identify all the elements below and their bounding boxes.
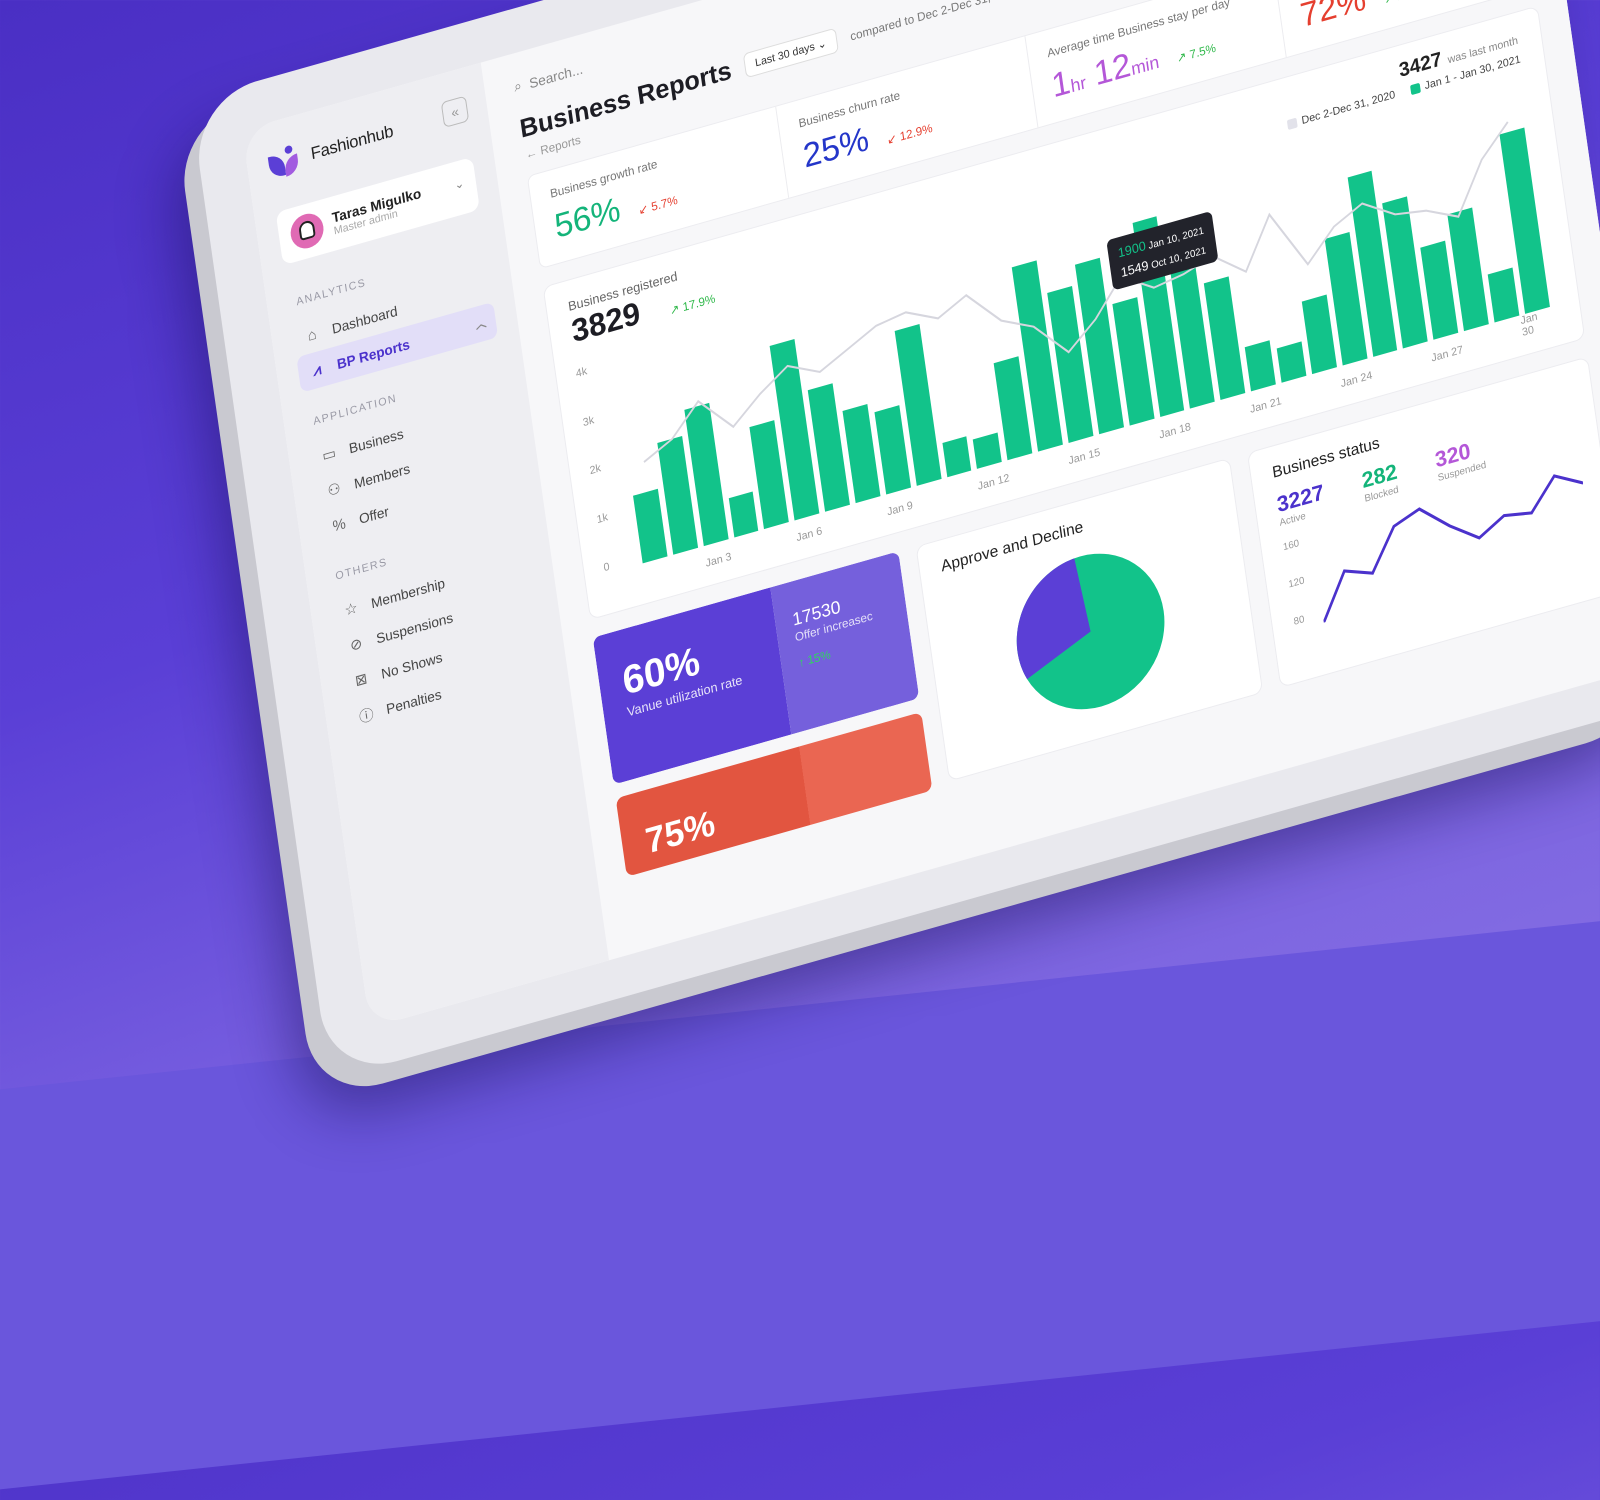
bar-chart[interactable]: 0 1k 2k 3k 4k Jan 3 Jan 6 Jan 9 Jan 12 Jan 15 Jan… <box>575 113 1550 574</box>
registered-delta: ↗ 17.9% <box>668 291 717 318</box>
y-tick: 2k <box>588 462 602 478</box>
status-suspended: 320 Suspended <box>1434 434 1488 484</box>
main-content: ⌕ Search... ⬇ Download ⎙ Print ▣ Save as <box>481 0 1600 960</box>
user-menu[interactable]: Taras Migulko Master admin ⌄ <box>275 156 480 266</box>
ban-icon: ⊘ <box>349 634 364 655</box>
x-tag-icon: ⊠ <box>354 670 369 691</box>
status-line-chart[interactable]: 160 120 80 <box>1282 459 1592 628</box>
approve-decline-card: Approve and Decline <box>915 457 1264 782</box>
sidebar-item-label: Members <box>353 460 411 492</box>
y-tick: 120 <box>1287 575 1306 591</box>
double-chevron-left-icon: « <box>450 102 460 121</box>
kpi-value: 25% <box>800 119 872 176</box>
x-tick: Jan 24 <box>1339 369 1374 391</box>
y-tick: 80 <box>1293 614 1306 628</box>
search-icon: ⌕ <box>512 76 523 95</box>
y-tick: 160 <box>1282 538 1300 554</box>
hours-unit: hr <box>1069 72 1088 97</box>
kpi-delta: ↙ 12.9% <box>886 120 934 148</box>
logo-icon <box>267 142 304 181</box>
comparison-line <box>615 113 1550 564</box>
home-icon: ⌂ <box>306 325 318 345</box>
tablet-mockup: Fashionhub « Taras Migulko Master admin … <box>0 0 1600 1200</box>
chevron-down-icon: ⌄ <box>453 175 466 193</box>
x-tick: Jan 18 <box>1158 420 1192 442</box>
x-tick: Jan 3 <box>704 550 733 570</box>
search-input[interactable]: Search... <box>528 60 584 91</box>
status-blocked: 282 Blocked <box>1360 459 1400 505</box>
sidebar-item-label: Business <box>347 425 405 457</box>
tablet-frame: Fashionhub « Taras Migulko Master admin … <box>190 0 1600 1080</box>
kpi-value: 56% <box>552 190 623 246</box>
minutes-unit: min <box>1129 51 1161 80</box>
search-bar[interactable]: ⌕ Search... <box>513 60 584 96</box>
chevron-up-icon[interactable]: ︿ <box>474 317 488 333</box>
app-screen: Fashionhub « Taras Migulko Master admin … <box>242 0 1600 1028</box>
status-active: 3227 Active <box>1275 479 1327 528</box>
minutes-value: 12 <box>1091 45 1134 94</box>
kpi-value: 72% <box>1297 0 1369 36</box>
business-registered-card: Business registered 3829 ↗ 17.9% 3427 was… <box>542 5 1586 621</box>
nav-group-others: OTHERS ☆ Membership ⊘ Suspensions ⊠ No S… <box>327 517 547 737</box>
kpi-delta: ↙ 5.7% <box>637 192 679 218</box>
bottom-row: 60% Vanue utilization rate 17530 Offer i… <box>592 356 1600 877</box>
chevron-down-icon: ⌄ <box>816 37 828 52</box>
date-range-value: Last 30 days <box>754 40 816 70</box>
active-trend-line <box>1322 474 1584 624</box>
x-tick: Jan 15 <box>1067 446 1101 468</box>
red-metric-value: 75% <box>642 801 718 862</box>
business-status-card: Business status 3227 Active 282 Blocked 32… <box>1246 356 1600 688</box>
y-tick: 3k <box>582 413 595 429</box>
x-tick: Jan 9 <box>886 499 914 519</box>
kpi-delta: ↗ 7.5% <box>1175 40 1217 66</box>
x-tick: Jan 27 <box>1430 343 1464 365</box>
pie-chart[interactable] <box>998 525 1184 738</box>
briefcase-icon: ▭ <box>321 444 338 465</box>
nav-group-analytics: ANALYTICS ⌂ Dashboard ⩘ BP Reports ︿ <box>288 243 499 393</box>
app-name: Fashionhub <box>309 121 395 164</box>
discount-icon: % <box>331 514 347 535</box>
alert-circle-icon: ⓘ <box>358 705 375 727</box>
sidebar-item-label: Offer <box>358 502 390 527</box>
x-tick: Jan 6 <box>795 525 823 545</box>
chart-icon: ⩘ <box>311 360 323 380</box>
star-icon: ☆ <box>343 599 359 620</box>
users-icon: ⚇ <box>326 479 342 501</box>
y-tick: 0 <box>602 560 611 575</box>
y-tick: 4k <box>575 365 588 381</box>
avatar <box>288 209 326 253</box>
kpi-delta: ↗ 20% <box>1383 0 1421 7</box>
sidebar-item-label: Penalties <box>385 685 443 718</box>
nav-group-application: APPLICATION ▭ Business ⚇ Members % Offer <box>305 363 520 548</box>
y-tick: 1k <box>595 510 609 526</box>
x-tick: Jan 21 <box>1249 395 1283 416</box>
x-tick: Jan 12 <box>977 472 1011 493</box>
